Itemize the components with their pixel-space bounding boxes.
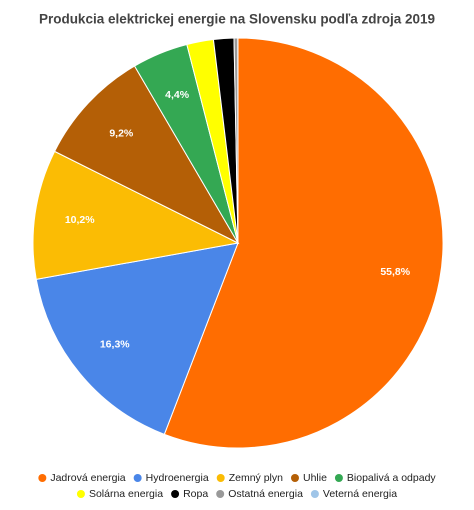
legend-marker: [290, 474, 299, 482]
pie-slice: [53, 65, 240, 245]
legend-label: Biopalivá a odpady: [347, 472, 436, 484]
data-label: 9,2%: [109, 127, 134, 139]
pie-slice: [32, 150, 240, 280]
legend-label: Ostatná energia: [228, 488, 303, 500]
legend-label: Uhlie: [303, 472, 327, 484]
legend-marker: [310, 490, 319, 498]
data-label: 55,8%: [380, 266, 410, 278]
legend-marker: [76, 490, 85, 498]
data-label: 10,2%: [65, 214, 95, 226]
data-label: 4,4%: [165, 89, 190, 101]
legend-label: Zemný plyn: [229, 472, 283, 484]
legend-label: Jadrová energia: [50, 472, 125, 484]
legend-marker: [216, 474, 225, 482]
legend-marker: [133, 474, 142, 482]
legend-marker: [38, 474, 47, 482]
legend-label: Veterná energia: [323, 488, 397, 500]
data-label: 16,3%: [100, 339, 130, 351]
pie-slice: [163, 37, 444, 449]
legend-label: Ropa: [183, 488, 208, 500]
chart-title: Produkcia elektrickej energie na Slovens…: [39, 12, 435, 27]
legend-label: Hydroenergia: [146, 472, 209, 484]
legend-marker: [171, 490, 180, 498]
pie-slice: [35, 242, 239, 435]
legend-marker: [334, 474, 343, 482]
legend-marker: [216, 490, 225, 498]
legend-label: Solárna energia: [89, 488, 163, 500]
